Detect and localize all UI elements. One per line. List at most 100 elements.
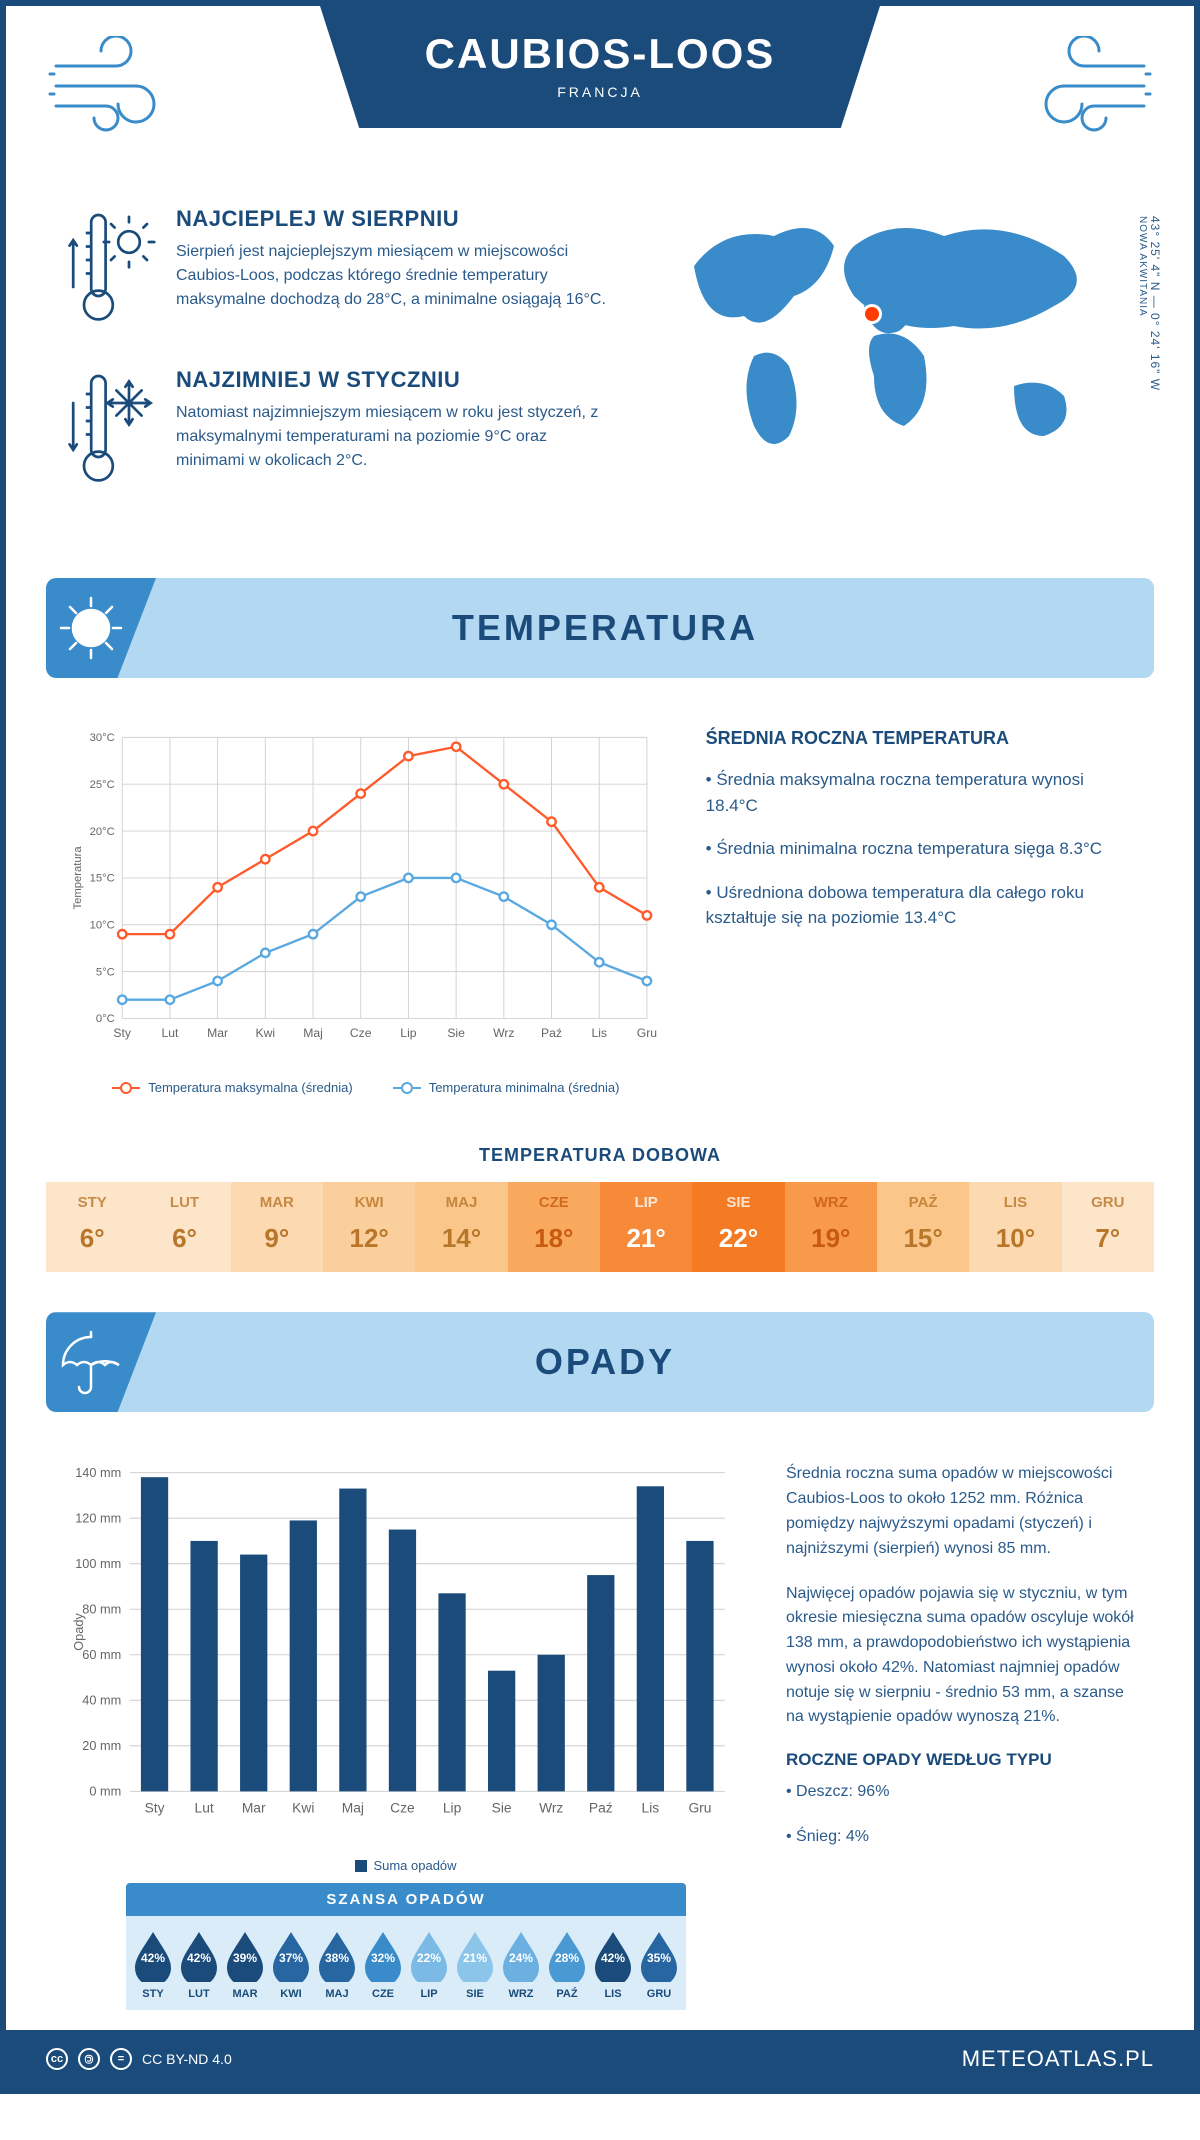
hot-fact-text: Sierpień jest najcieplejszym miesiącem w… [176, 240, 614, 312]
svg-text:10°C: 10°C [90, 920, 115, 932]
daily-cell: PAŹ15° [877, 1182, 969, 1272]
svg-text:20°C: 20°C [90, 826, 115, 838]
svg-text:Cze: Cze [390, 1800, 415, 1816]
temp-bullet: • Uśredniona dobowa temperatura dla całe… [706, 880, 1134, 931]
rain-chance-drop: 28%PAŹ [546, 1930, 588, 2000]
region-label: NOWA AKWITANIA [1137, 216, 1148, 317]
svg-text:Lip: Lip [400, 1026, 416, 1040]
precip-type-title: ROCZNE OPADY WEDŁUG TYPU [786, 1750, 1134, 1770]
daily-cell: LUT6° [138, 1182, 230, 1272]
temp-bullet: • Średnia maksymalna roczna temperatura … [706, 767, 1134, 818]
precip-title: OPADY [156, 1341, 1154, 1383]
cold-fact: NAJZIMNIEJ W STYCZNIU Natomiast najzimni… [66, 367, 614, 498]
svg-text:Gru: Gru [637, 1026, 657, 1040]
svg-text:Paź: Paź [589, 1800, 613, 1816]
svg-text:Gru: Gru [688, 1800, 711, 1816]
rain-chance-drop: 35%GRU [638, 1930, 680, 2000]
daily-temp-title: TEMPERATURA DOBOWA [6, 1145, 1194, 1166]
svg-text:100 mm: 100 mm [75, 1556, 121, 1571]
svg-text:5°C: 5°C [96, 966, 115, 978]
daily-cell: KWI12° [323, 1182, 415, 1272]
title-banner: CAUBIOS-LOOS FRANCJA [320, 6, 880, 128]
avg-temp-title: ŚREDNIA ROCZNA TEMPERATURA [706, 728, 1134, 749]
sun-icon [56, 593, 126, 663]
brand: METEOATLAS.PL [962, 2046, 1154, 2072]
svg-text:Wrz: Wrz [539, 1800, 563, 1816]
svg-text:0 mm: 0 mm [89, 1784, 121, 1799]
thermometer-hot-icon [66, 206, 156, 337]
svg-text:Sie: Sie [492, 1800, 512, 1816]
svg-text:Maj: Maj [342, 1800, 364, 1816]
legend-item: Temperatura minimalna (średnia) [393, 1080, 620, 1095]
rain-chance-title: SZANSA OPADÓW [126, 1883, 686, 1916]
rain-chance-drop: 38%MAJ [316, 1930, 358, 2000]
svg-text:Lis: Lis [642, 1800, 660, 1816]
daily-cell: CZE18° [508, 1182, 600, 1272]
cc-icon: cc [46, 2048, 68, 2070]
rain-chance-drop: 42%LUT [178, 1930, 220, 2000]
svg-text:Kwi: Kwi [292, 1800, 314, 1816]
svg-text:0°C: 0°C [96, 1013, 115, 1025]
svg-text:Cze: Cze [350, 1026, 372, 1040]
wind-icon [1014, 36, 1154, 136]
precip-type: • Śnieg: 4% [786, 1825, 1134, 1850]
svg-text:80 mm: 80 mm [82, 1602, 121, 1617]
by-icon: 🄯 [78, 2048, 100, 2070]
svg-text:120 mm: 120 mm [75, 1511, 121, 1526]
svg-text:Kwi: Kwi [256, 1026, 276, 1040]
precip-section-header: OPADY [46, 1312, 1154, 1412]
rain-chance-drop: 37%KWI [270, 1930, 312, 2000]
svg-text:Mar: Mar [207, 1026, 228, 1040]
world-map: NOWA AKWITANIA 43° 25' 4" N — 0° 24' 16"… [654, 206, 1134, 528]
svg-text:Temperatura: Temperatura [72, 846, 84, 910]
precip-text-1: Średnia roczna suma opadów w miejscowośc… [786, 1462, 1134, 1561]
precip-legend: Suma opadów [66, 1858, 746, 1873]
svg-text:30°C: 30°C [90, 732, 115, 744]
daily-cell: GRU7° [1062, 1182, 1154, 1272]
coordinates: 43° 25' 4" N — 0° 24' 16" W [1148, 216, 1162, 391]
svg-text:Paź: Paź [541, 1026, 562, 1040]
temperature-title: TEMPERATURA [156, 607, 1154, 649]
rain-chance-drop: 32%CZE [362, 1930, 404, 2000]
svg-text:Lis: Lis [591, 1026, 607, 1040]
wind-icon [46, 36, 186, 136]
svg-text:Mar: Mar [242, 1800, 266, 1816]
page-subtitle: FRANCJA [360, 84, 840, 100]
hot-fact-title: NAJCIEPLEJ W SIERPNIU [176, 206, 614, 232]
daily-cell: MAJ14° [415, 1182, 507, 1272]
header: CAUBIOS-LOOS FRANCJA [6, 6, 1194, 186]
svg-text:20 mm: 20 mm [82, 1738, 121, 1753]
rain-chance-drop: 22%LIP [408, 1930, 450, 2000]
daily-cell: LIP21° [600, 1182, 692, 1272]
rain-chance-box: SZANSA OPADÓW 42%STY42%LUT39%MAR37%KWI38… [126, 1883, 686, 2010]
svg-text:60 mm: 60 mm [82, 1647, 121, 1662]
daily-temp-table: STY6°LUT6°MAR9°KWI12°MAJ14°CZE18°LIP21°S… [46, 1182, 1154, 1272]
svg-text:Wrz: Wrz [493, 1026, 514, 1040]
page-title: CAUBIOS-LOOS [360, 30, 840, 78]
precip-type: • Deszcz: 96% [786, 1780, 1134, 1805]
rain-chance-drop: 42%LIS [592, 1930, 634, 2000]
svg-text:Sty: Sty [145, 1800, 165, 1816]
rain-chance-drop: 42%STY [132, 1930, 174, 2000]
nd-icon: = [110, 2048, 132, 2070]
svg-text:15°C: 15°C [90, 873, 115, 885]
svg-text:140 mm: 140 mm [75, 1465, 121, 1480]
umbrella-icon [56, 1327, 126, 1397]
daily-cell: WRZ19° [785, 1182, 877, 1272]
svg-text:25°C: 25°C [90, 779, 115, 791]
svg-text:Sty: Sty [113, 1026, 132, 1040]
temp-bullet: • Średnia minimalna roczna temperatura s… [706, 836, 1134, 862]
legend-item: Temperatura maksymalna (średnia) [112, 1080, 352, 1095]
daily-cell: MAR9° [231, 1182, 323, 1272]
svg-text:40 mm: 40 mm [82, 1693, 121, 1708]
precip-bar-chart: 0 mm 20 mm 40 mm 60 mm 80 mm 100 mm 120 mm 140 … [66, 1462, 746, 2010]
temperature-line-chart: 0°C5°C10°C15°C20°C25°C30°CStyLutMarKwiMa… [66, 728, 666, 1095]
precip-text-2: Najwięcej opadów pojawia się w styczniu,… [786, 1582, 1134, 1731]
license-text: CC BY-ND 4.0 [142, 2051, 232, 2067]
svg-text:Lip: Lip [443, 1800, 462, 1816]
daily-cell: LIS10° [969, 1182, 1061, 1272]
cold-fact-title: NAJZIMNIEJ W STYCZNIU [176, 367, 614, 393]
footer: cc 🄯 = CC BY-ND 4.0 METEOATLAS.PL [6, 2030, 1194, 2088]
rain-chance-drop: 39%MAR [224, 1930, 266, 2000]
svg-text:Lut: Lut [195, 1800, 214, 1816]
